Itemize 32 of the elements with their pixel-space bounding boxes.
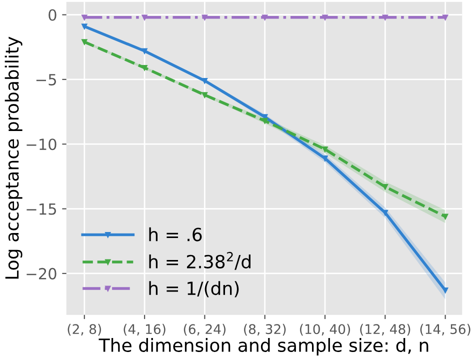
- x-tick-label: (2, 8): [68, 324, 102, 336]
- point: [322, 14, 328, 20]
- point: [82, 24, 88, 30]
- x-tick-label: (4, 16): [124, 324, 166, 336]
- point: [442, 14, 448, 20]
- point: [142, 65, 148, 71]
- x-tick-label: (10, 40): [300, 324, 350, 336]
- x-axis-title: The dimension and sample size: d, n: [98, 338, 428, 356]
- x-tick-label: (8, 32): [244, 324, 286, 336]
- point: [202, 14, 208, 20]
- x-tick-label: (6, 24): [184, 324, 226, 336]
- point: [202, 78, 208, 84]
- point: [202, 92, 208, 98]
- legend-label: h = 1/(dn): [149, 281, 239, 298]
- y-tick-label: −15: [26, 203, 56, 215]
- legend-label: h = .6: [149, 227, 202, 242]
- point: [82, 14, 88, 20]
- y-tick-label: −5: [36, 74, 56, 86]
- y-tick-label: −20: [26, 268, 56, 280]
- x-tick-label: (14, 56): [420, 324, 470, 336]
- point: [142, 14, 148, 20]
- legend-label: h = 2.38$^{2}$/d: [149, 252, 250, 270]
- y-tick-label: −10: [26, 138, 56, 150]
- point: [322, 146, 328, 152]
- point: [262, 14, 268, 20]
- y-tick-label: 0: [48, 9, 56, 21]
- x-tick-label: (12, 48): [360, 324, 410, 336]
- y-axis-title: Log acceptance probability: [4, 36, 22, 279]
- point: [262, 118, 268, 124]
- point: [82, 39, 88, 45]
- point: [442, 288, 448, 294]
- point: [382, 14, 388, 20]
